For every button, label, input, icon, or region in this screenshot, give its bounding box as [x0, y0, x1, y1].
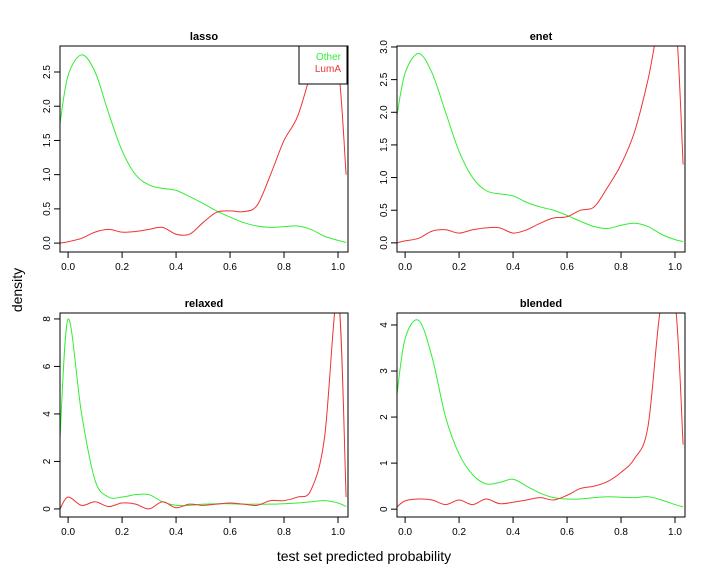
density-line [60, 54, 347, 243]
series-group [60, 46, 347, 244]
y-tick-label: 1 [379, 460, 390, 466]
y-tick-label: 2.5 [42, 65, 53, 79]
panel-title: enet [530, 31, 553, 43]
y-tick-label: 3.0 [379, 40, 390, 54]
x-tick-label: 0.6 [560, 527, 574, 538]
x-tick-label: 0.8 [614, 527, 628, 538]
y-tick-label: 2.0 [379, 105, 390, 119]
panel: relaxed 0.0 0.2 0.4 0.6 0.8 1.0 0 2 4 6 8 [42, 298, 349, 538]
x-tick-label: 1.0 [331, 262, 345, 273]
x-tick-label: 0.4 [169, 262, 183, 273]
panel: blended 0.0 0.2 0.4 0.6 0.8 1.0 0 1 2 3 4 [379, 298, 686, 538]
y-axis-label: density [9, 268, 25, 312]
panel-title: blended [520, 298, 562, 310]
x-tick-label: 0.8 [277, 527, 291, 538]
density-line [397, 46, 684, 244]
y-tick-label: 1.0 [379, 170, 390, 184]
x-tick-label: 0.0 [61, 527, 75, 538]
plot-frame [396, 45, 686, 253]
x-tick-label: 0.6 [223, 262, 237, 273]
legend-box [298, 45, 348, 85]
x-tick-label: 0.0 [61, 262, 75, 273]
y-tick-label: 8 [42, 316, 53, 322]
y-tick-label: 1.5 [379, 138, 390, 152]
y-tick-label: 0.5 [42, 201, 53, 215]
y-tick-label: 6 [42, 363, 53, 369]
y-tick-label: 0 [379, 506, 390, 512]
plot-frame [396, 312, 686, 518]
panel-title: relaxed [185, 298, 224, 310]
x-tick-label: 0.4 [506, 527, 520, 538]
y-tick-label: 1.5 [42, 133, 53, 147]
plot-frame [59, 45, 349, 253]
x-tick-label: 1.0 [668, 527, 682, 538]
y-tick-label: 0.0 [42, 236, 53, 250]
y-tick-label: 2 [42, 458, 53, 464]
y-tick-label: 4 [42, 411, 53, 417]
plot-frame [59, 312, 349, 518]
density-line [397, 319, 684, 508]
density-line [60, 313, 347, 510]
panel-title: lasso [190, 31, 218, 43]
x-tick-label: 0.2 [452, 527, 466, 538]
series-group [397, 46, 684, 244]
x-tick-label: 0.0 [398, 262, 412, 273]
y-tick-label: 2.5 [379, 72, 390, 86]
x-tick-label: 0.8 [614, 262, 628, 273]
x-tick-label: 0.2 [115, 262, 129, 273]
series-group [60, 313, 347, 510]
y-tick-label: 2 [379, 414, 390, 420]
x-tick-label: 0.2 [452, 262, 466, 273]
x-tick-label: 1.0 [668, 262, 682, 273]
y-tick-label: 0.0 [379, 235, 390, 249]
series-group [397, 313, 684, 508]
x-tick-label: 1.0 [331, 527, 345, 538]
x-tick-label: 0.8 [277, 262, 291, 273]
density-line [60, 46, 347, 244]
panel: lasso 0.0 0.2 0.4 0.6 0.8 1.0 0.0 0.5 1.0 1.5 2.0 2.… [42, 31, 349, 273]
density-line [397, 53, 684, 243]
y-tick-label: 0 [42, 506, 53, 512]
y-tick-label: 4 [379, 322, 390, 328]
panel: enet 0.0 0.2 0.4 0.6 0.8 1.0 0.0 0.5 1.0 1.5 2.0 2.5… [379, 31, 686, 273]
legend-label: Other [316, 52, 342, 63]
legend-label: LumA [315, 64, 341, 75]
y-tick-label: 2.0 [42, 99, 53, 113]
y-tick-label: 1.0 [42, 167, 53, 181]
x-tick-label: 0.4 [506, 262, 520, 273]
x-axis-label: test set predicted probability [277, 548, 451, 564]
y-tick-label: 0.5 [379, 203, 390, 217]
x-tick-label: 0.6 [223, 527, 237, 538]
y-tick-label: 3 [379, 368, 390, 374]
x-tick-label: 0.4 [169, 527, 183, 538]
x-tick-label: 0.0 [398, 527, 412, 538]
density-line [397, 313, 684, 508]
x-tick-label: 0.6 [560, 262, 574, 273]
x-tick-label: 0.2 [115, 527, 129, 538]
